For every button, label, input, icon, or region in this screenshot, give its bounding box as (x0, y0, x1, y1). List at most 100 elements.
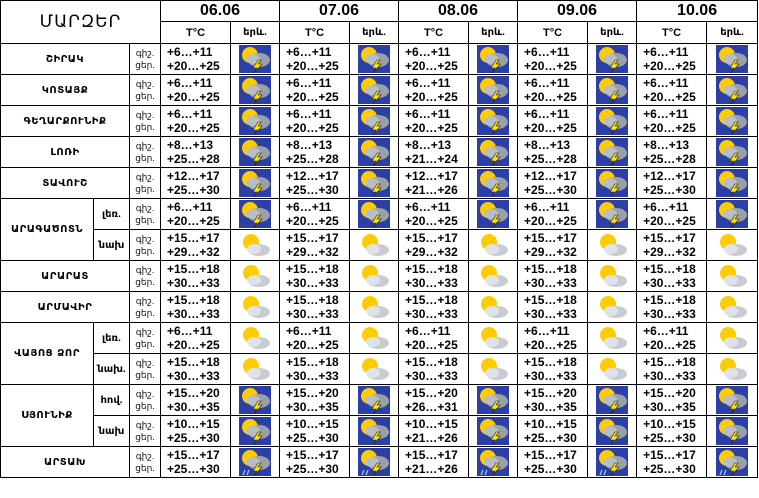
sun-cloud-lightning-icon (706, 384, 759, 416)
temperature-cell: +15…+18 +30…+33 (398, 260, 470, 292)
temperature-cell: +10…+15 +25…+30 (160, 415, 231, 447)
day-temp: +30…+33 (286, 369, 339, 383)
night-temp: +6…+11 (167, 324, 213, 338)
temperature-cell: +6…+11 +20…+25 (398, 74, 470, 106)
night-temp: +12…+17 (405, 169, 458, 183)
sun-cloud-lightning-icon (587, 105, 638, 137)
day-temp: +25…+30 (643, 431, 696, 445)
day-temp: +25…+28 (286, 152, 339, 166)
day-label: ցեր. (135, 91, 155, 101)
night-temp: +10…+15 (167, 417, 220, 431)
night-day-labels: գիշ. ցեր. (129, 229, 161, 261)
night-day-labels: գիշ. ցեր. (129, 74, 161, 106)
temperature-cell: +15…+20 +30…+35 (279, 384, 351, 416)
region-name: ՎԱՅՈՑ ՁՈՐ (0, 322, 94, 385)
night-label: գիշ. (135, 203, 155, 213)
day-temp: +20…+25 (167, 214, 220, 228)
weather-header: երև. (349, 21, 400, 44)
weather-header: երև. (229, 21, 281, 44)
forecast-row: ԿՈՏԱՅՔ գիշ. ցեր. +6…+11 +20…+25 +6…+11 +20…+25… (0, 74, 759, 106)
night-temp: +6…+11 (286, 324, 332, 338)
temperature-cell: +15…+17 +29…+32 (160, 229, 231, 261)
night-temp: +15…+18 (167, 293, 220, 307)
temperature-cell: +15…+18 +30…+33 (636, 353, 708, 385)
day-temp: +30…+33 (643, 307, 696, 321)
region-name: ԱՐՏԱԽ (0, 446, 130, 478)
date-header: 09.06 (517, 0, 638, 22)
temperature-cell: +6…+11 +20…+25 (636, 198, 708, 230)
night-label: գիշ. (135, 389, 155, 399)
sun-cloud-lightning-icon (468, 446, 519, 478)
sun-cloud-lightning-icon (706, 198, 759, 230)
day-temp: +29…+32 (167, 245, 220, 259)
sun-cloud-lightning-icon (706, 43, 759, 75)
temperature-cell: +15…+17 +25…+30 (160, 446, 231, 478)
sun-behind-cloud-icon (349, 260, 400, 292)
night-temp: +12…+17 (524, 169, 577, 183)
sun-behind-cloud-icon (706, 291, 759, 323)
sun-cloud-lightning-icon (706, 74, 759, 106)
sun-behind-cloud-icon (468, 291, 519, 323)
sun-cloud-lightning-icon (468, 198, 519, 230)
temperature-cell: +15…+18 +30…+33 (279, 353, 351, 385)
day-temp: +20…+25 (524, 59, 577, 73)
sun-behind-cloud-icon (468, 229, 519, 261)
night-temp: +15…+17 (167, 448, 220, 462)
subregion-label: լեռ. (93, 322, 130, 354)
night-temp: +8…+13 (643, 138, 690, 152)
temperature-cell: +15…+17 +21…+26 (398, 446, 470, 478)
day-temp: +30…+35 (167, 400, 220, 414)
subregion-label: լեռ. (93, 198, 130, 230)
forecast-body: ՇԻՐԱԿ գիշ. ցեր. +6…+11 +20…+25 +6…+11 +20…+25 +… (0, 43, 759, 478)
day-temp: +30…+35 (643, 400, 696, 414)
night-temp: +15…+18 (643, 293, 696, 307)
night-day-labels: գիշ. ցեր. (129, 198, 161, 230)
night-temp: +10…+15 (286, 417, 339, 431)
night-temp: +6…+11 (405, 45, 451, 59)
temperature-cell: +6…+11 +20…+25 (160, 198, 231, 230)
temperature-cell: +10…+15 +25…+30 (279, 415, 351, 447)
forecast-table: ՄԱՐԶԵՐ 06.06 07.06 08.06 09.06 10.06 T°C… (0, 0, 759, 478)
day-temp: +30…+33 (524, 307, 577, 321)
night-day-labels: գիշ. ցեր. (129, 415, 161, 447)
day-label: ցեր. (135, 370, 155, 380)
temperature-cell: +6…+11 +20…+25 (279, 322, 351, 354)
sun-cloud-lightning-icon (349, 105, 400, 137)
date-header: 06.06 (159, 0, 281, 22)
temperature-cell: +15…+18 +30…+33 (636, 291, 708, 323)
night-temp: +15…+17 (524, 448, 577, 462)
header-sub-row: T°C երև. T°C երև. T°C երև. T°C երև. T°C … (1, 21, 759, 44)
temperature-cell: +8…+13 +21…+24 (398, 136, 470, 168)
temperature-cell: +15…+18 +30…+33 (517, 260, 589, 292)
night-temp: +15…+18 (167, 262, 220, 276)
night-day-labels: գիշ. ցեր. (129, 105, 161, 137)
night-temp: +6…+11 (524, 200, 570, 214)
night-temp: +15…+18 (405, 355, 458, 369)
night-label: գիշ. (135, 265, 155, 275)
night-temp: +6…+11 (643, 45, 689, 59)
day-temp: +26…+31 (405, 400, 458, 414)
forecast-row: ԱՐՄԱՎԻՐ գիշ. ցեր. +15…+18 +30…+33 +15…+18 +30…… (0, 291, 759, 323)
sun-cloud-lightning-icon (229, 167, 281, 199)
temperature-cell: +12…+17 +25…+30 (279, 167, 351, 199)
sun-cloud-lightning-icon (706, 105, 759, 137)
sun-cloud-lightning-icon (229, 198, 281, 230)
region-name: ԳԵՂԱՐՔՈՒՆԻՔ (0, 105, 130, 137)
temperature-cell: +15…+17 +25…+30 (517, 446, 589, 478)
sun-cloud-lightning-icon (229, 43, 281, 75)
temperature-cell: +6…+11 +20…+25 (517, 74, 589, 106)
night-temp: +15…+18 (167, 355, 220, 369)
temperature-cell: +6…+11 +20…+25 (279, 105, 351, 137)
night-label: գիշ. (135, 48, 155, 58)
weather-header: երև. (706, 21, 759, 44)
sun-cloud-lightning-icon (706, 136, 759, 168)
sun-behind-cloud-icon (706, 353, 759, 385)
day-temp: +25…+30 (524, 462, 577, 476)
day-temp: +25…+30 (286, 183, 339, 197)
night-temp: +15…+20 (643, 386, 696, 400)
temperature-cell: +15…+18 +30…+33 (160, 291, 231, 323)
night-day-labels: գիշ. ցեր. (129, 291, 161, 323)
sun-cloud-lightning-icon (229, 105, 281, 137)
temperature-cell: +15…+17 +25…+30 (279, 446, 351, 478)
temperature-cell: +15…+17 +29…+32 (636, 229, 708, 261)
